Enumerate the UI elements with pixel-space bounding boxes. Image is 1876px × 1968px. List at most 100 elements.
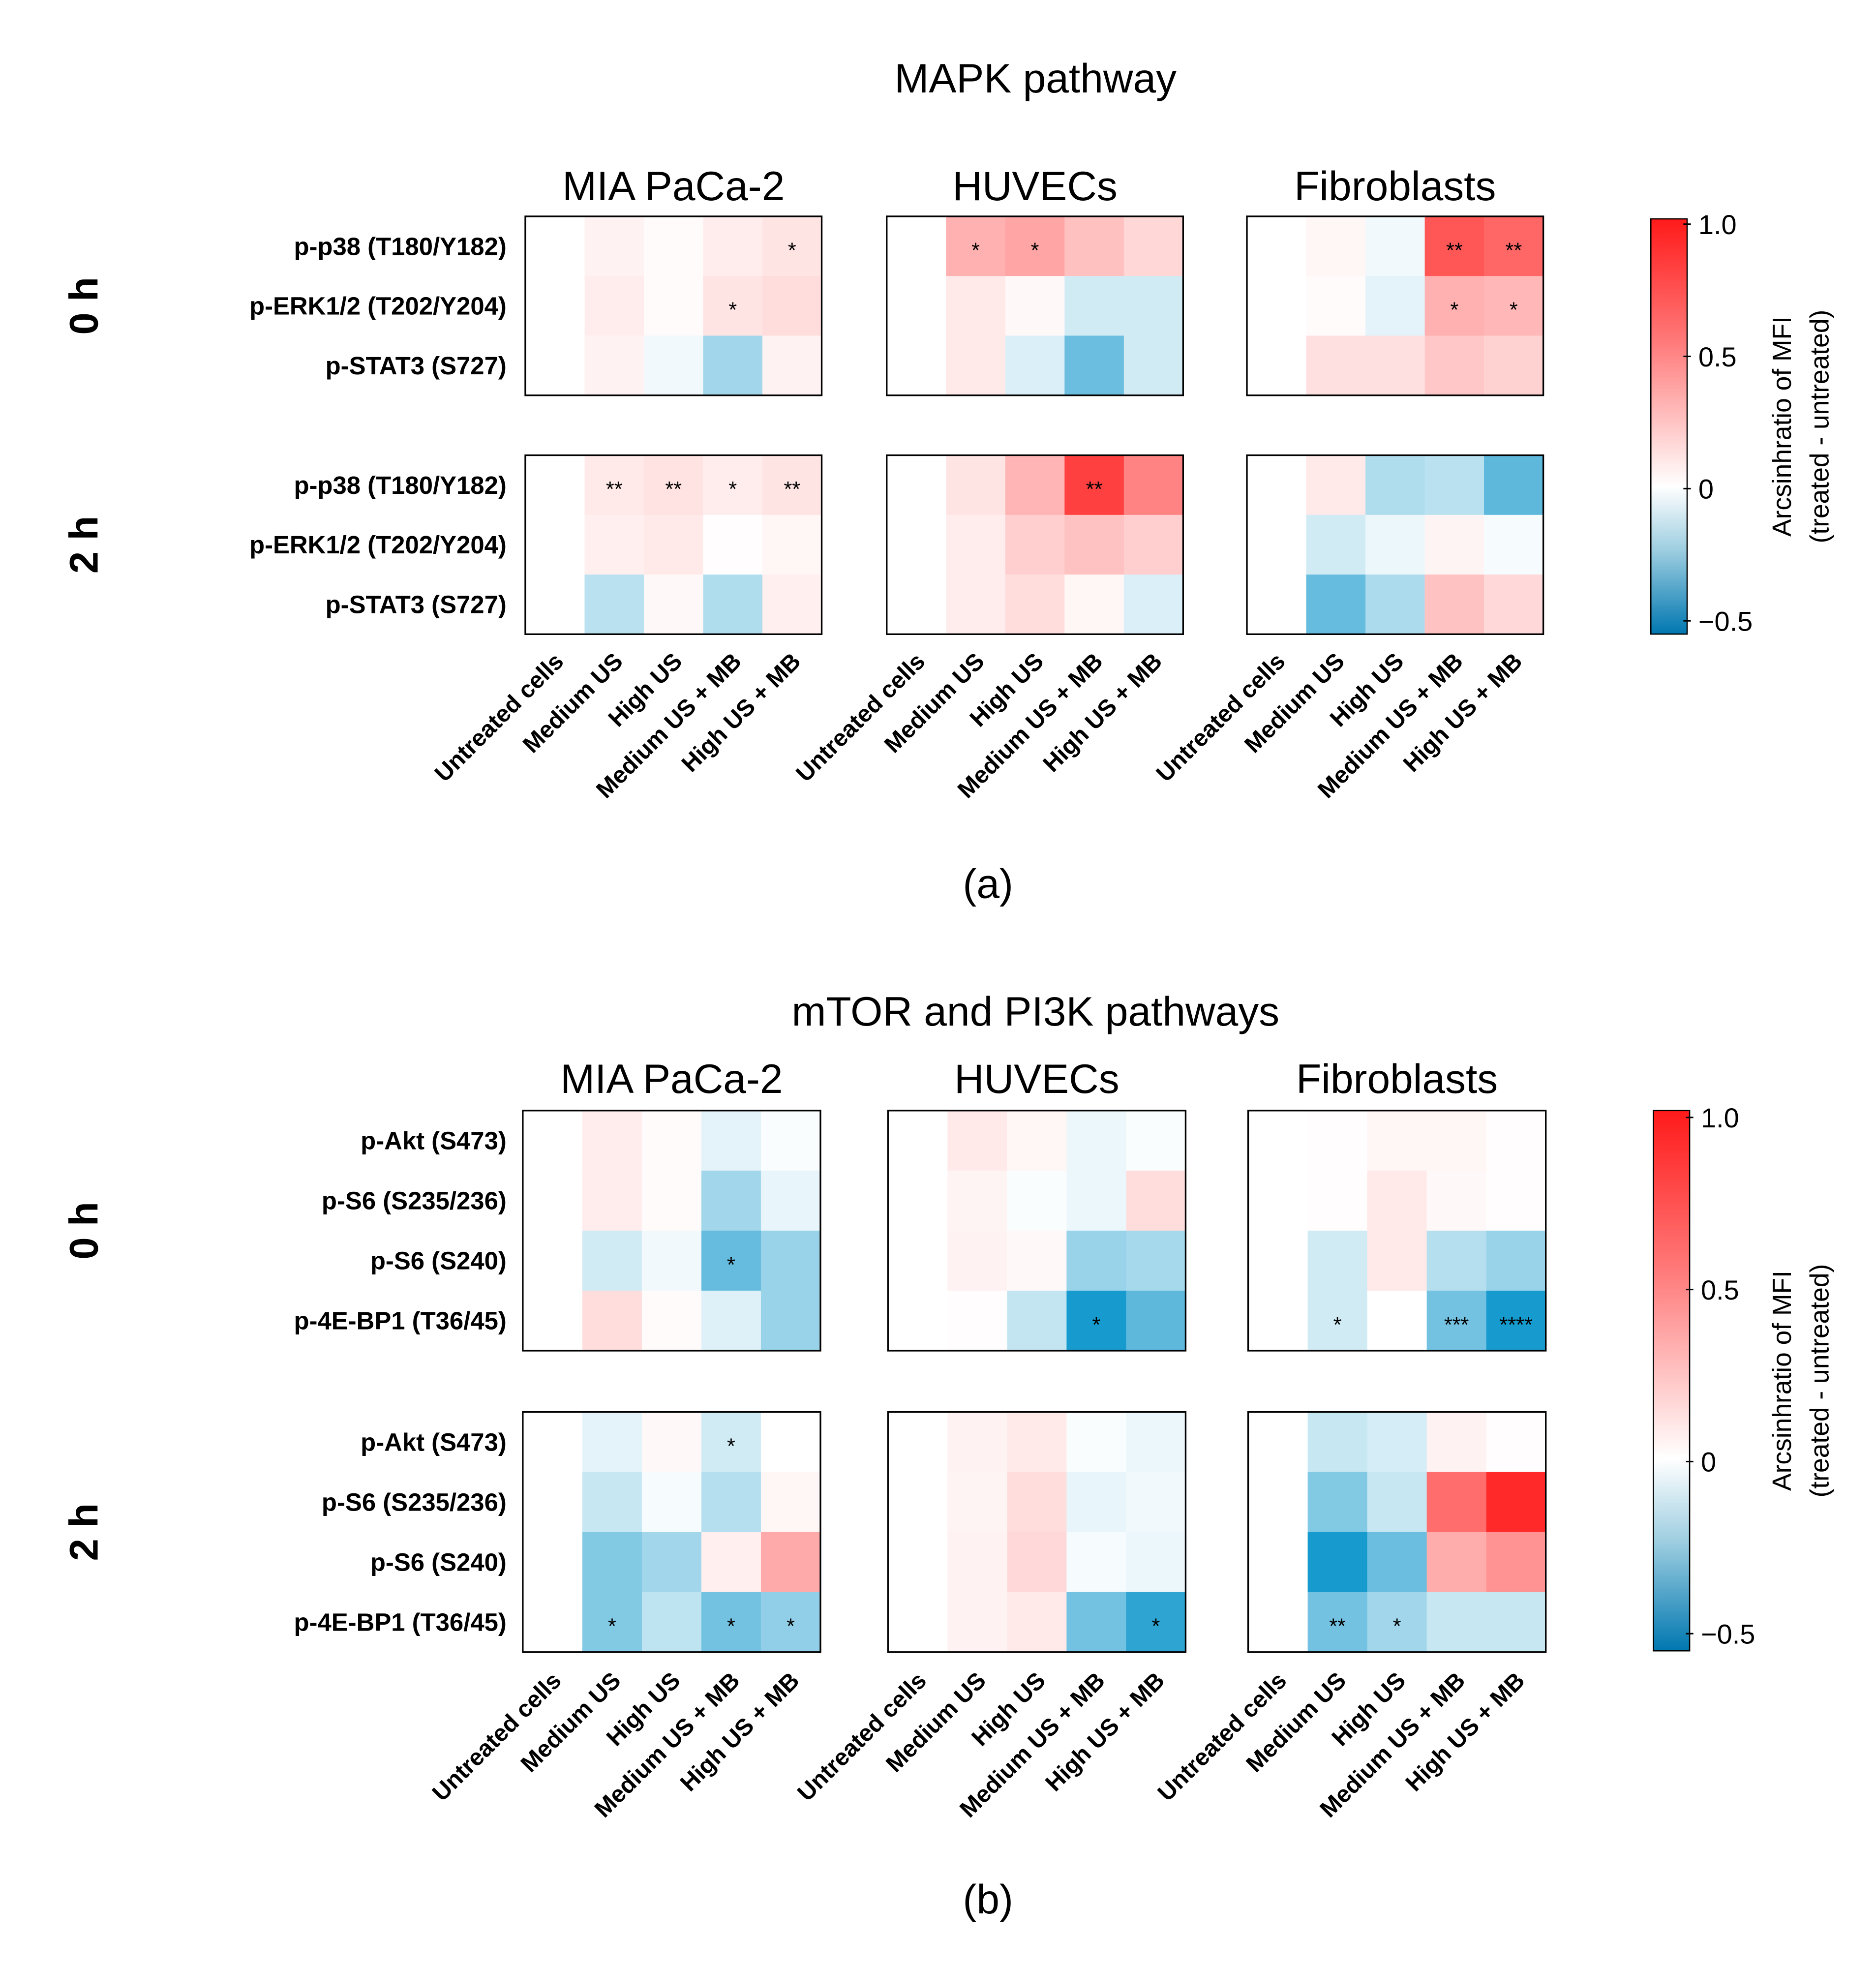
heatmap-cell (584, 276, 645, 336)
heatmap-cell (1367, 1230, 1427, 1292)
heatmap-cell (584, 455, 645, 516)
heatmap-cell (886, 575, 947, 635)
heatmap-cell (582, 1110, 643, 1172)
heatmap-cell (582, 1472, 643, 1533)
heatmap-cell (1426, 1170, 1487, 1232)
heatmap-cell (1064, 276, 1125, 336)
heatmap-cell (1426, 1532, 1487, 1593)
heatmap-cell (1123, 515, 1184, 575)
heatmap-cell (643, 216, 704, 277)
heatmap-cell (525, 515, 585, 575)
heatmap-cell (886, 276, 947, 336)
heatmap-cell (1426, 1230, 1487, 1292)
significance-marker: * (1393, 1615, 1401, 1638)
heatmap-cell (886, 335, 947, 396)
heatmap-cell (947, 1412, 1008, 1473)
heatmap-cell (1248, 1230, 1308, 1292)
heatmap-cell (1484, 455, 1544, 516)
colorbar-tick-label: 1.0 (1701, 1102, 1739, 1133)
heatmap-cell (1247, 575, 1307, 635)
heatmap-cell (1306, 335, 1366, 396)
heatmap-cell (1306, 575, 1366, 635)
heatmap-cell (641, 1110, 702, 1172)
row-label: p-S6 (S240) (370, 1247, 507, 1275)
significance-marker: * (1092, 1313, 1100, 1337)
significance-marker: * (1152, 1615, 1160, 1638)
significance-marker: ** (1506, 239, 1522, 262)
heatmap-cell (584, 335, 645, 396)
heatmap-cell (643, 335, 704, 396)
heatmap-cell (522, 1110, 583, 1172)
heatmap-cell (582, 1532, 643, 1593)
heatmap-cell (582, 1170, 643, 1232)
panel-frame (1246, 454, 1544, 635)
heatmap-cell (947, 1472, 1008, 1533)
heatmap-cell (1367, 1170, 1427, 1232)
significance-marker: ** (1086, 478, 1103, 501)
heatmap-cell (703, 216, 763, 277)
heatmap-cell (522, 1532, 583, 1593)
heatmap-cell (886, 515, 947, 575)
heatmap-cell (1126, 1412, 1186, 1473)
heatmap-cell (1066, 1412, 1127, 1473)
heatmap-cell (760, 1592, 821, 1653)
significance-marker: * (608, 1615, 616, 1638)
heatmap-cell (1007, 1532, 1067, 1593)
heatmap-cell (1066, 1532, 1127, 1593)
heatmap-cell (888, 1170, 948, 1232)
heatmap-cell (888, 1532, 948, 1593)
heatmap-cell (888, 1472, 948, 1533)
heatmap-cell (760, 1170, 821, 1232)
row-label: p-4E-BP1 (T36/45) (294, 1608, 507, 1636)
heatmap-cell (1126, 1592, 1186, 1653)
heatmap-cell (947, 1532, 1008, 1593)
colorbar (1650, 218, 1688, 635)
heatmap-cell (1367, 1472, 1427, 1533)
heatmap-cell (1126, 1170, 1186, 1232)
panel-label: (a) (963, 861, 1013, 907)
heatmap-cell (701, 1170, 762, 1232)
significance-marker: ** (1329, 1615, 1346, 1638)
heatmap-cell (1007, 1592, 1067, 1653)
row-label: p-S6 (S235/236) (322, 1187, 507, 1215)
heatmap-cell (1306, 216, 1366, 277)
row-label: p-Akt (S473) (361, 1127, 507, 1155)
heatmap-cell (1007, 1412, 1067, 1473)
heatmap-cell (1126, 1532, 1186, 1593)
significance-marker: * (727, 1615, 735, 1638)
panel-frame (522, 1110, 821, 1352)
timepoint-label: 2 h (61, 1503, 106, 1561)
heatmap-cell (1066, 1290, 1127, 1352)
heatmap-cell (946, 455, 1006, 516)
significance-marker: * (971, 239, 980, 262)
heatmap-cell (701, 1412, 762, 1473)
significance-marker: * (727, 1434, 735, 1458)
heatmap-cell (701, 1592, 762, 1653)
row-label: p-ERK1/2 (T202/Y204) (249, 292, 507, 320)
panel-title: HUVECs (954, 1056, 1120, 1102)
heatmap-cell (946, 575, 1006, 635)
heatmap-cell (1007, 1110, 1067, 1172)
heatmap-cell (1424, 276, 1485, 336)
chart-title: MAPK pathway (895, 55, 1177, 101)
heatmap-cell (1007, 1472, 1067, 1533)
row-label: p-STAT3 (S727) (326, 590, 507, 618)
row-label: p-Akt (S473) (361, 1428, 507, 1456)
heatmap-cell (522, 1592, 583, 1653)
timepoint-label: 0 h (61, 277, 106, 335)
colorbar-tick-label: 0.5 (1701, 1274, 1739, 1305)
significance-marker: * (787, 1615, 795, 1638)
heatmap-cell (760, 1532, 821, 1593)
heatmap-cell (584, 216, 645, 277)
heatmap-cell (1005, 575, 1065, 635)
heatmap-cell (760, 1412, 821, 1473)
heatmap-cell (1005, 515, 1065, 575)
heatmap-cell (760, 1230, 821, 1292)
heatmap-cell (525, 276, 585, 336)
panel-title: Fibroblasts (1294, 163, 1496, 209)
significance-marker: ** (606, 478, 623, 501)
colorbar-label: Arcsinhratio of MFI (1768, 316, 1797, 537)
heatmap-cell (1365, 335, 1425, 396)
heatmap-cell (1365, 276, 1425, 336)
heatmap-cell (888, 1592, 948, 1653)
